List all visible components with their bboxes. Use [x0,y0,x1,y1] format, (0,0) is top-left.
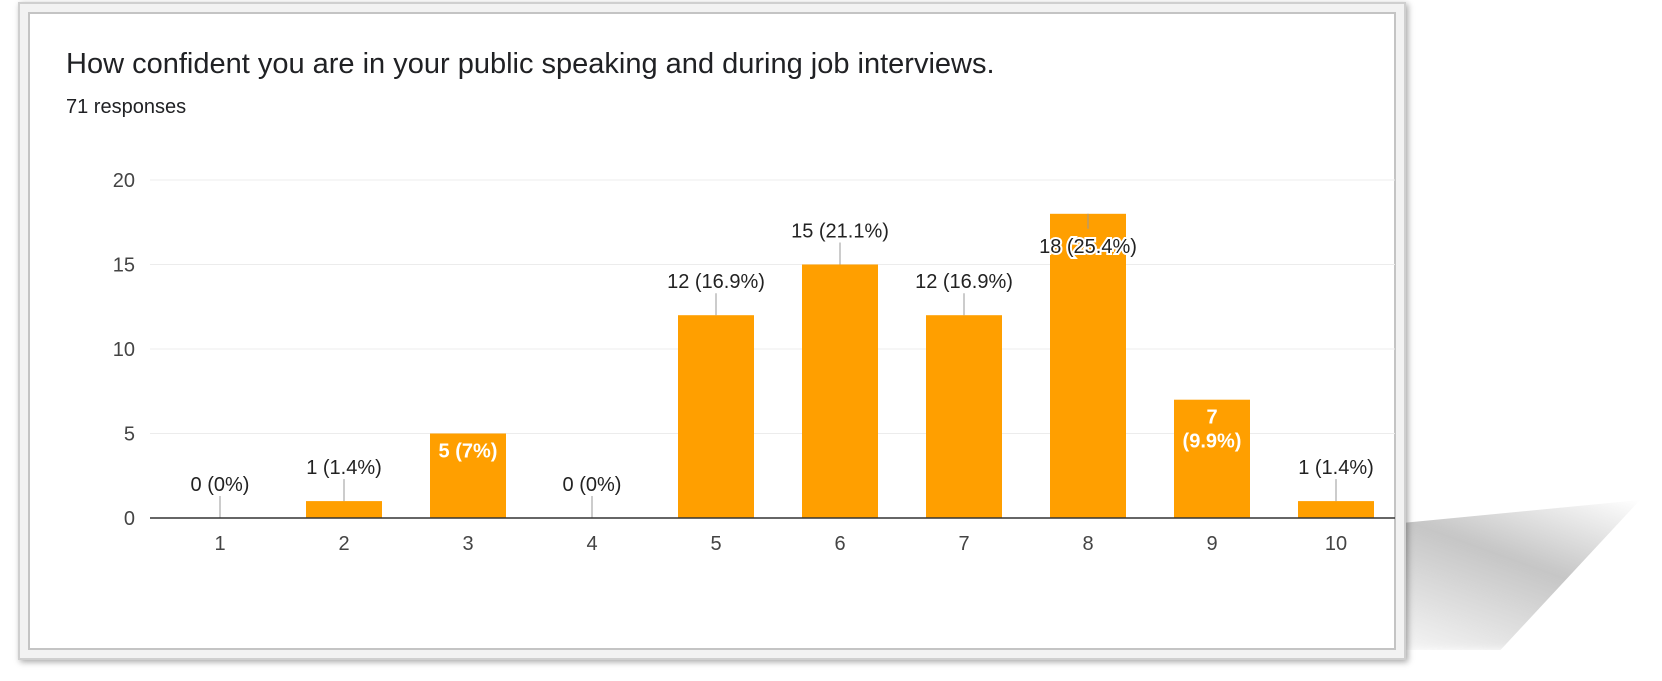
y-tick-label: 5 [124,424,135,446]
x-tick-label: 5 [710,533,721,555]
data-label: 12 (16.9%) [667,271,765,293]
data-label: 5 (7%) [439,441,498,463]
bar [430,433,506,518]
y-tick-label: 10 [113,339,135,361]
data-label: (9.9%) [1183,431,1242,453]
x-tick-label: 9 [1206,533,1217,555]
data-label: 1 (1.4%) [306,457,382,479]
data-label: 7 [1206,407,1217,429]
x-tick-label: 3 [462,533,473,555]
x-tick-label: 7 [958,533,969,555]
x-tick-label: 4 [586,533,597,555]
x-tick-label: 2 [338,533,349,555]
data-label: 1 (1.4%) [1298,457,1374,479]
bar [802,264,878,518]
x-tick-label: 1 [214,533,225,555]
chart-title: How confident you are in your public spe… [66,48,995,80]
bar [1298,501,1374,518]
bar [926,315,1002,518]
data-label: 12 (16.9%) [915,271,1013,293]
y-tick-label: 20 [113,170,135,192]
y-tick-label: 0 [124,508,135,530]
x-tick-label: 10 [1325,533,1347,555]
data-label: 0 (0%) [563,474,622,496]
x-tick-label: 8 [1082,533,1093,555]
bar [1050,213,1126,519]
data-label: 15 (21.1%) [791,221,889,243]
bar [1174,399,1250,518]
bar [678,315,754,518]
x-tick-label: 6 [834,533,845,555]
y-tick-label: 15 [113,255,135,277]
response-count: 71 responses [66,96,187,118]
data-label: 18 (25.4%) [1039,236,1137,258]
bar [306,501,382,518]
data-label: 0 (0%) [191,474,250,496]
